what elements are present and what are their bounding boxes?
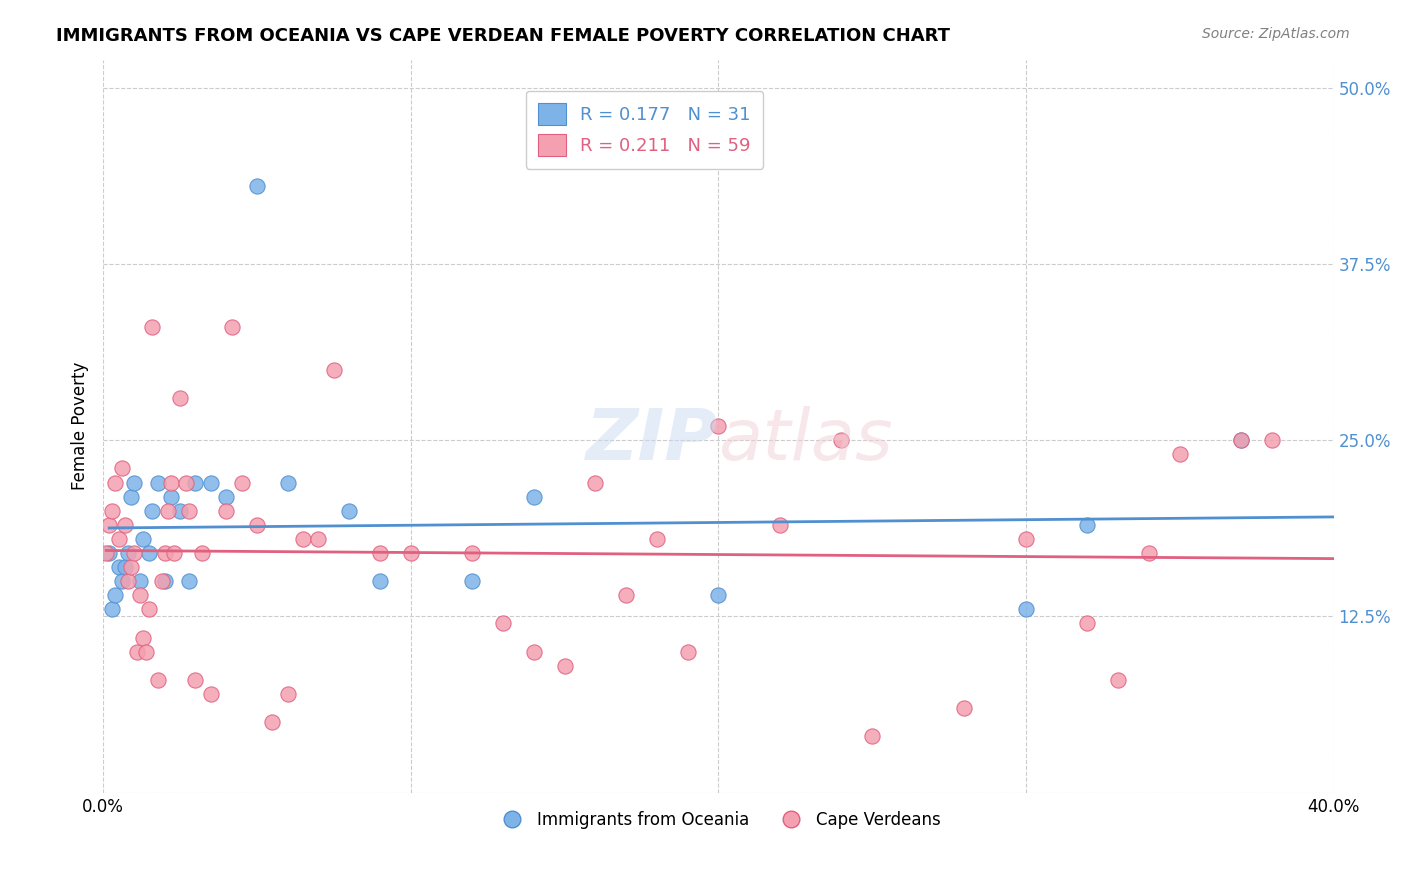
Point [1015, 532, 1038, 546]
Point [117, 574, 139, 589]
Point [138, 546, 160, 560]
Point [645, 532, 668, 546]
Point [114, 560, 136, 574]
Point [1230, 434, 1253, 448]
Point [125, 645, 148, 659]
Point [96, 546, 118, 560]
Point [215, 490, 238, 504]
Point [120, 560, 142, 574]
Point [184, 673, 207, 687]
Text: ZIP: ZIP [586, 406, 718, 475]
Point [117, 546, 139, 560]
Point [676, 645, 699, 659]
Point [101, 504, 124, 518]
Point [132, 532, 155, 546]
Point [707, 588, 730, 602]
Point [129, 574, 152, 589]
Point [337, 504, 360, 518]
Point [169, 391, 191, 405]
Point [138, 602, 160, 616]
Point [1107, 673, 1129, 687]
Point [159, 475, 181, 490]
Point [368, 574, 391, 589]
Point [110, 461, 132, 475]
Point [523, 645, 546, 659]
Point [707, 419, 730, 434]
Point [153, 574, 176, 589]
Point [159, 490, 181, 504]
Point [1076, 517, 1098, 532]
Point [215, 504, 238, 518]
Point [122, 546, 145, 560]
Point [769, 517, 792, 532]
Text: Source: ZipAtlas.com: Source: ZipAtlas.com [1202, 27, 1350, 41]
Point [104, 475, 127, 490]
Point [122, 475, 145, 490]
Point [107, 560, 129, 574]
Point [262, 715, 284, 730]
Point [169, 504, 191, 518]
Point [120, 490, 142, 504]
Point [156, 504, 179, 518]
Point [231, 475, 253, 490]
Point [163, 546, 186, 560]
Point [953, 701, 976, 715]
Point [153, 546, 176, 560]
Point [148, 475, 170, 490]
Point [277, 687, 299, 701]
Point [399, 546, 422, 560]
Point [101, 602, 124, 616]
Legend: Immigrants from Oceania, Cape Verdeans: Immigrants from Oceania, Cape Verdeans [489, 805, 948, 836]
Point [1168, 447, 1191, 461]
Point [1076, 616, 1098, 631]
Point [190, 546, 212, 560]
Text: IMMIGRANTS FROM OCEANIA VS CAPE VERDEAN FEMALE POVERTY CORRELATION CHART: IMMIGRANTS FROM OCEANIA VS CAPE VERDEAN … [56, 27, 950, 45]
Point [368, 546, 391, 560]
Point [174, 475, 197, 490]
Point [179, 574, 201, 589]
Point [583, 475, 606, 490]
Point [1230, 434, 1253, 448]
Point [554, 658, 576, 673]
Point [135, 645, 157, 659]
Point [110, 574, 132, 589]
Point [200, 475, 222, 490]
Point [98, 517, 121, 532]
Point [221, 320, 243, 334]
Point [307, 532, 329, 546]
Point [523, 490, 546, 504]
Point [830, 434, 852, 448]
Point [104, 588, 127, 602]
Point [179, 504, 201, 518]
Point [132, 631, 155, 645]
Point [492, 616, 515, 631]
Point [129, 588, 152, 602]
Point [322, 363, 344, 377]
Point [1261, 434, 1284, 448]
Point [277, 475, 299, 490]
Point [114, 517, 136, 532]
Point [246, 179, 269, 194]
Y-axis label: Female Poverty: Female Poverty [72, 362, 89, 491]
Point [860, 729, 883, 743]
Point [107, 532, 129, 546]
Point [184, 475, 207, 490]
Point [200, 687, 222, 701]
Point [292, 532, 315, 546]
Point [246, 517, 269, 532]
Point [150, 574, 173, 589]
Point [1015, 602, 1038, 616]
Text: atlas: atlas [718, 406, 893, 475]
Point [461, 546, 484, 560]
Point [148, 673, 170, 687]
Point [141, 320, 163, 334]
Point [98, 546, 121, 560]
Point [141, 504, 163, 518]
Point [1137, 546, 1160, 560]
Point [461, 574, 484, 589]
Point [614, 588, 637, 602]
